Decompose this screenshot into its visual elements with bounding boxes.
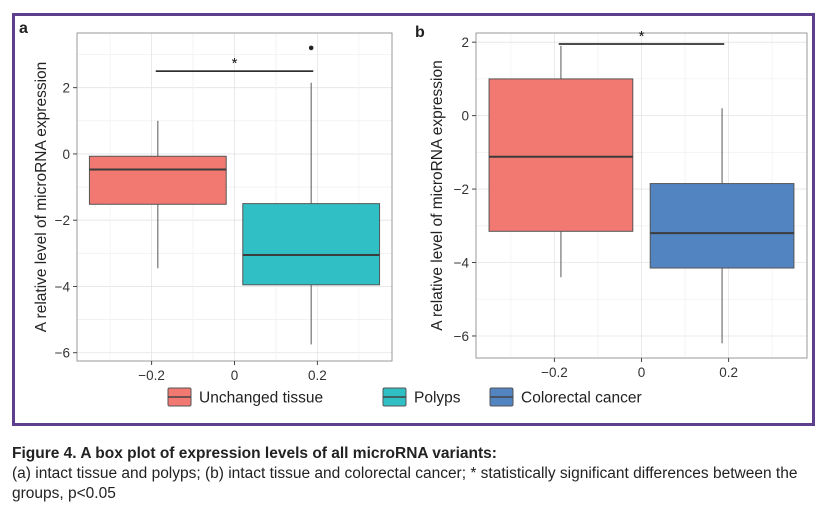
panel-label: a (19, 20, 28, 37)
legend: Unchanged tissue Polyps Colorectal cancer (167, 387, 642, 407)
outlier-point (308, 45, 314, 51)
panel-b: * −6 −4 −2 0 2 −0.2 0 0.2 A relative level of mic… (415, 24, 808, 380)
y-tick-label: 2 (461, 35, 469, 50)
y-tick-label: −6 (454, 329, 469, 344)
significance-label: * (232, 55, 238, 72)
caption-body: (a) intact tissue and polyps; (b) intact… (12, 465, 798, 502)
x-tick-label: −0.2 (541, 365, 568, 380)
figure-caption: Figure 4. A box plot of expression level… (12, 444, 822, 504)
caption-title: Figure 4. A box plot of expression level… (12, 445, 497, 462)
panel-label: b (415, 24, 425, 41)
y-tick-label: −6 (55, 346, 70, 361)
y-tick-label: −2 (454, 182, 469, 197)
box (88, 155, 227, 205)
x-tick-label: 0.2 (719, 365, 738, 380)
y-tick-label: −4 (55, 279, 71, 294)
x-tick-label: 0 (638, 365, 646, 380)
box (242, 203, 381, 286)
x-tick-label: 0.2 (308, 368, 327, 383)
box (649, 183, 795, 269)
y-axis-label: A relative level of microRNA expression (33, 62, 50, 333)
legend-label: Unchanged tissue (199, 390, 323, 407)
figure-frame (12, 13, 815, 426)
legend-label: Colorectal cancer (521, 390, 642, 407)
y-axis-label: A relative level of microRNA expression (429, 60, 446, 331)
x-tick-label: 0 (231, 368, 239, 383)
y-tick-label: 0 (62, 147, 70, 162)
legend-label: Polyps (414, 390, 461, 407)
y-tick-label: −4 (454, 256, 470, 271)
significance-label: * (639, 28, 645, 45)
figure-canvas: * −6 −4 −2 0 2 −0.2 0 0.2 A relative level of mic… (19, 20, 808, 407)
y-tick-label: 0 (461, 109, 469, 124)
panel-a: * −6 −4 −2 0 2 −0.2 0 0.2 A relative level of mic… (19, 20, 393, 383)
y-tick-label: −2 (55, 213, 70, 228)
box (488, 78, 634, 232)
x-tick-label: −0.2 (138, 368, 165, 383)
y-tick-label: 2 (62, 81, 70, 96)
